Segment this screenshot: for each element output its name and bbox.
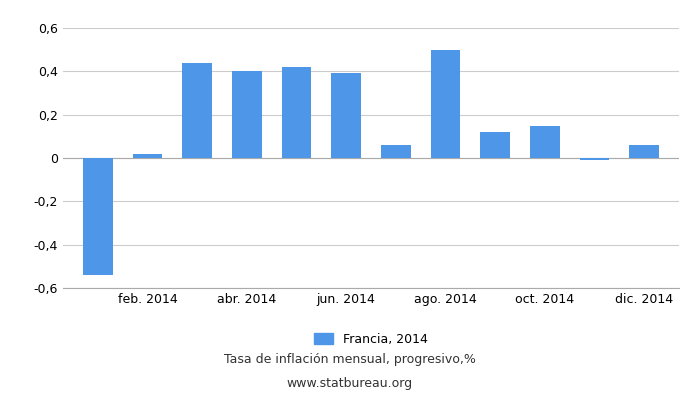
Bar xyxy=(580,158,610,160)
Bar xyxy=(132,154,162,158)
Bar xyxy=(530,126,560,158)
Bar xyxy=(232,71,262,158)
Bar xyxy=(182,63,212,158)
Bar xyxy=(430,50,461,158)
Text: Tasa de inflación mensual, progresivo,%: Tasa de inflación mensual, progresivo,% xyxy=(224,354,476,366)
Text: www.statbureau.org: www.statbureau.org xyxy=(287,378,413,390)
Bar xyxy=(331,74,361,158)
Bar xyxy=(83,158,113,275)
Bar xyxy=(281,67,312,158)
Bar xyxy=(480,132,510,158)
Bar xyxy=(629,145,659,158)
Legend: Francia, 2014: Francia, 2014 xyxy=(309,328,433,351)
Bar xyxy=(381,145,411,158)
